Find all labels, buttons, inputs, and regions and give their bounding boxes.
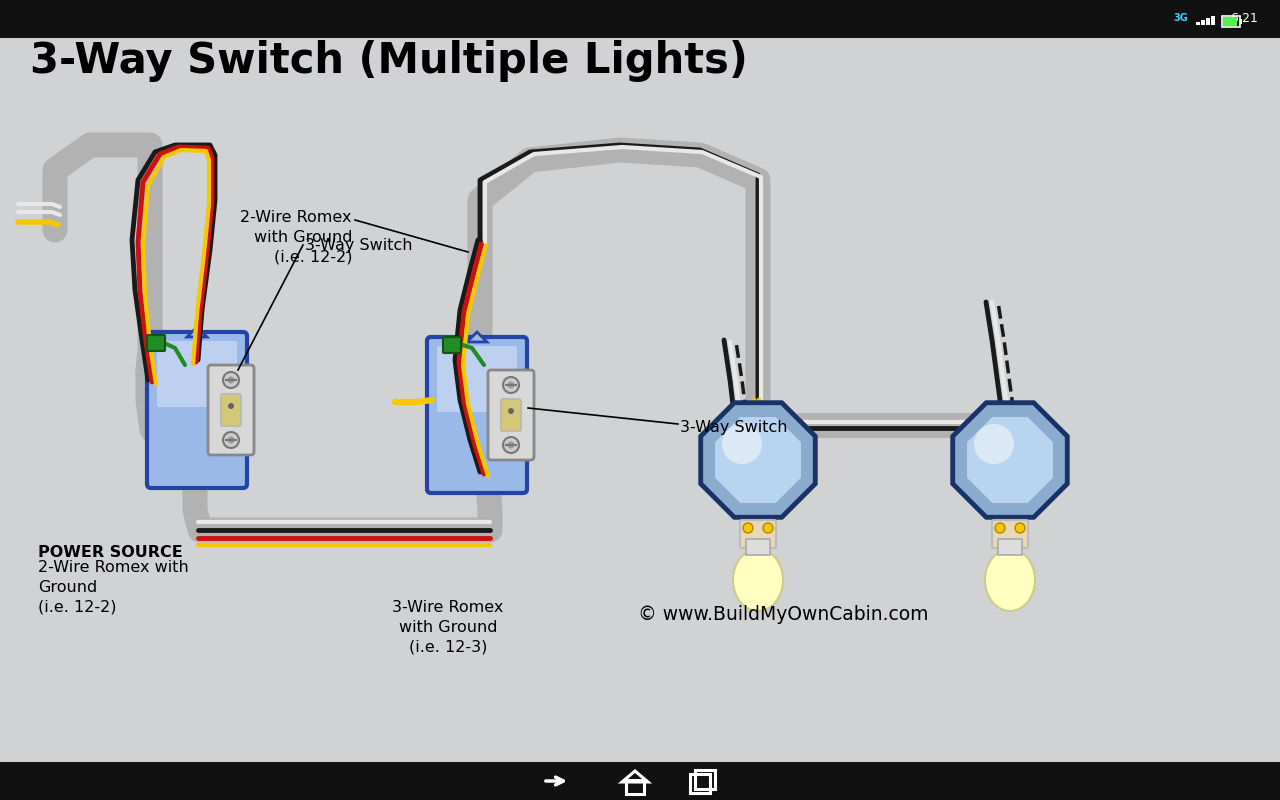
Circle shape [503, 437, 518, 453]
Text: 2-Wire Romex with
Ground
(i.e. 12-2): 2-Wire Romex with Ground (i.e. 12-2) [38, 560, 188, 614]
Text: 3-Way Switch: 3-Way Switch [305, 238, 412, 253]
Circle shape [228, 403, 234, 409]
Bar [0, 762, 1280, 800]
Polygon shape [952, 402, 1068, 518]
FancyBboxPatch shape [147, 335, 165, 351]
FancyBboxPatch shape [207, 365, 253, 455]
Text: 3-Way Switch: 3-Way Switch [680, 420, 787, 435]
Circle shape [223, 372, 239, 388]
Circle shape [228, 377, 234, 383]
Bar [1222, 17, 1236, 26]
Bar [0, 0, 1280, 38]
Bar [626, 780, 644, 794]
Bar [1196, 22, 1201, 25]
Circle shape [974, 424, 1014, 464]
Circle shape [507, 442, 515, 449]
Bar [1206, 18, 1210, 25]
Circle shape [1015, 523, 1025, 533]
Circle shape [995, 523, 1005, 533]
Text: 3-Wire Romex
with Ground
(i.e. 12-3): 3-Wire Romex with Ground (i.e. 12-3) [392, 600, 504, 654]
Bar [695, 770, 716, 789]
FancyBboxPatch shape [998, 539, 1021, 555]
FancyBboxPatch shape [157, 341, 237, 407]
Polygon shape [966, 417, 1053, 503]
Bar [690, 774, 710, 793]
Polygon shape [700, 402, 815, 518]
Text: 3G: 3G [1174, 13, 1188, 23]
FancyBboxPatch shape [488, 370, 534, 460]
FancyBboxPatch shape [221, 394, 241, 426]
Circle shape [503, 377, 518, 393]
Bar [1201, 20, 1204, 25]
Circle shape [763, 523, 773, 533]
Bar [1211, 16, 1215, 25]
FancyBboxPatch shape [428, 337, 527, 493]
Text: 2-Wire Romex
with Ground
(i.e. 12-2): 2-Wire Romex with Ground (i.e. 12-2) [241, 210, 352, 265]
Text: POWER SOURCE: POWER SOURCE [38, 545, 183, 560]
Circle shape [223, 432, 239, 448]
Ellipse shape [986, 549, 1036, 611]
Ellipse shape [733, 549, 783, 611]
FancyBboxPatch shape [443, 337, 461, 353]
FancyBboxPatch shape [500, 399, 521, 431]
Bar [1222, 16, 1240, 27]
Polygon shape [187, 327, 207, 337]
Circle shape [742, 523, 753, 533]
FancyBboxPatch shape [992, 520, 1028, 548]
Circle shape [507, 382, 515, 389]
Bar [1240, 19, 1242, 24]
Polygon shape [467, 332, 486, 342]
FancyBboxPatch shape [147, 332, 247, 488]
Text: © www.BuildMyOwnCabin.com: © www.BuildMyOwnCabin.com [637, 605, 928, 624]
Text: 3-Way Switch (Multiple Lights): 3-Way Switch (Multiple Lights) [29, 40, 748, 82]
Polygon shape [716, 417, 801, 503]
Circle shape [722, 424, 762, 464]
FancyBboxPatch shape [746, 539, 771, 555]
FancyBboxPatch shape [740, 520, 776, 548]
FancyBboxPatch shape [436, 346, 517, 412]
Circle shape [508, 408, 515, 414]
Circle shape [228, 437, 234, 443]
Text: 6:21: 6:21 [1230, 13, 1258, 26]
